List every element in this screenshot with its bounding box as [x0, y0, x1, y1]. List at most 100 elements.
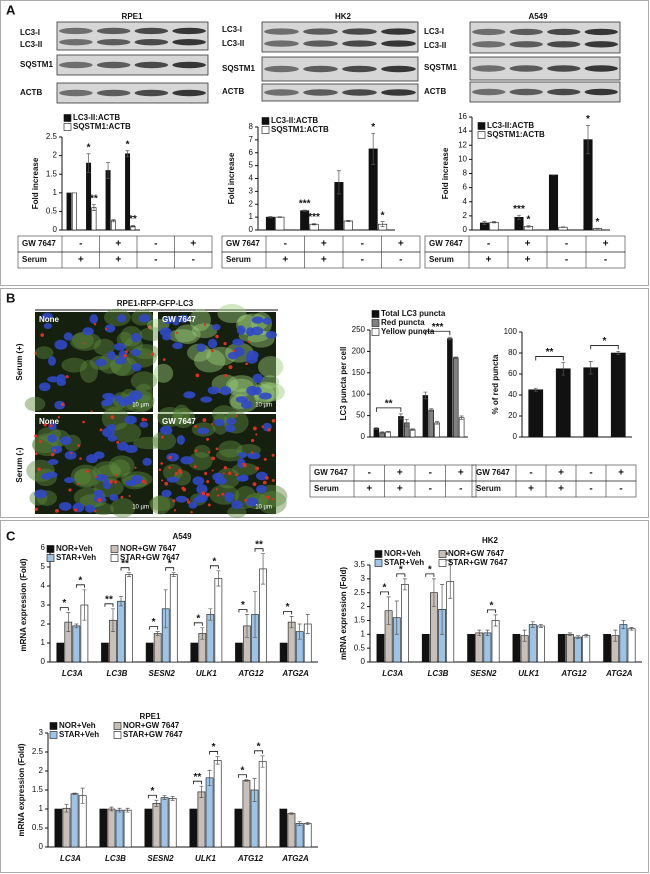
- blot-box: [469, 56, 621, 81]
- panel-label: A: [6, 2, 16, 17]
- significance-bracket: [104, 603, 114, 607]
- error-bar: [66, 612, 71, 632]
- nucleus: [131, 363, 142, 372]
- nucleus: [41, 473, 52, 480]
- error-bar: [268, 216, 273, 219]
- nucleus: [131, 348, 141, 357]
- bar: [491, 620, 500, 663]
- blot-label: ACTB: [424, 87, 446, 96]
- nucleus: [131, 332, 141, 343]
- puncta: [211, 456, 215, 461]
- x-tick-label: LC3A: [382, 669, 403, 678]
- blot-band: [381, 40, 416, 47]
- panel-frame: [0, 520, 649, 873]
- bar: [627, 628, 636, 663]
- table-cell: +: [603, 239, 609, 250]
- error-bar: [86, 153, 91, 173]
- bar: [107, 808, 116, 848]
- cytoplasm: [157, 406, 183, 428]
- nucleus: [142, 457, 152, 466]
- microscopy-title: RPE1-RFP-GFP-LC3: [117, 299, 194, 308]
- row-label: Serum (+): [15, 343, 24, 380]
- legend-label: LC3-II:ACTB: [73, 113, 120, 122]
- legend-label: NOR+GW 7647: [120, 544, 177, 553]
- error-bar: [289, 616, 294, 629]
- y-tick-label: 0: [249, 225, 254, 234]
- table-cell: -: [361, 255, 364, 266]
- error-bar: [80, 787, 85, 804]
- blot-band: [584, 65, 618, 72]
- nucleus: [250, 326, 264, 336]
- cytoplasm: [71, 331, 94, 349]
- blot-band: [342, 65, 377, 73]
- bar: [275, 216, 285, 231]
- cytoplasm: [257, 356, 284, 378]
- error-bar: [125, 150, 130, 158]
- nucleus: [139, 421, 149, 428]
- image-label: None: [39, 315, 60, 324]
- table-cell: -: [619, 484, 622, 495]
- error-bar: [493, 614, 498, 627]
- puncta: [262, 480, 267, 485]
- cytoplasm: [101, 406, 130, 431]
- bar: [56, 642, 65, 663]
- bar: [235, 642, 243, 663]
- table-cell: -: [361, 239, 364, 250]
- puncta: [227, 471, 232, 476]
- puncta: [179, 471, 183, 475]
- bar: [528, 624, 537, 663]
- blot-band: [59, 61, 93, 69]
- blot-band: [172, 38, 206, 46]
- legend-swatch: [477, 131, 486, 139]
- puncta: [252, 426, 257, 431]
- y-tick-label: 200: [352, 347, 366, 356]
- nucleus: [109, 493, 119, 501]
- nucleus: [176, 435, 185, 445]
- cytoplasm: [193, 444, 211, 458]
- nucleus: [107, 424, 117, 431]
- significance-bracket: [590, 345, 619, 350]
- nucleus: [226, 417, 237, 425]
- puncta: [34, 352, 37, 355]
- legend-swatch: [438, 550, 447, 558]
- bar: [434, 422, 440, 438]
- puncta: [252, 482, 257, 486]
- puncta: [205, 492, 210, 497]
- y-tick-label: 100: [504, 327, 518, 336]
- y-tick-label: 6: [463, 183, 468, 192]
- nucleus: [166, 452, 179, 462]
- puncta: [172, 499, 176, 503]
- nucleus: [47, 434, 58, 443]
- x-tick-label: LC3B: [105, 854, 126, 863]
- bar: [152, 802, 161, 848]
- cytoplasm: [108, 455, 135, 476]
- significance: *: [62, 598, 66, 609]
- bar: [190, 642, 199, 663]
- puncta: [203, 323, 207, 326]
- table-cell: -: [79, 239, 82, 250]
- significance-bracket: [425, 573, 435, 577]
- puncta: [235, 473, 238, 477]
- nucleus: [34, 489, 47, 499]
- y-tick-label: 8: [463, 169, 468, 178]
- x-tick-label: LC3B: [107, 669, 128, 678]
- blot-band: [303, 28, 338, 35]
- puncta: [217, 494, 220, 497]
- nucleus: [85, 454, 98, 464]
- y-tick-label: 0.5: [32, 823, 44, 832]
- error-bar: [119, 596, 124, 607]
- puncta: [124, 350, 128, 354]
- cytoplasm: [153, 363, 174, 383]
- significance-bracket: [149, 626, 159, 630]
- legend-label: SQSTM1:ACTB: [73, 122, 131, 131]
- error-bar: [374, 427, 379, 430]
- nucleus: [214, 477, 227, 485]
- blot-band: [59, 38, 93, 46]
- error-bar: [402, 578, 407, 591]
- table-row-label: Serum: [22, 255, 47, 264]
- image-label: GW 7647: [162, 417, 196, 426]
- y-tick-label: 8: [249, 122, 254, 131]
- table-cell: +: [115, 239, 121, 250]
- significance: *: [126, 139, 130, 150]
- x-tick-label: ULK1: [518, 669, 539, 678]
